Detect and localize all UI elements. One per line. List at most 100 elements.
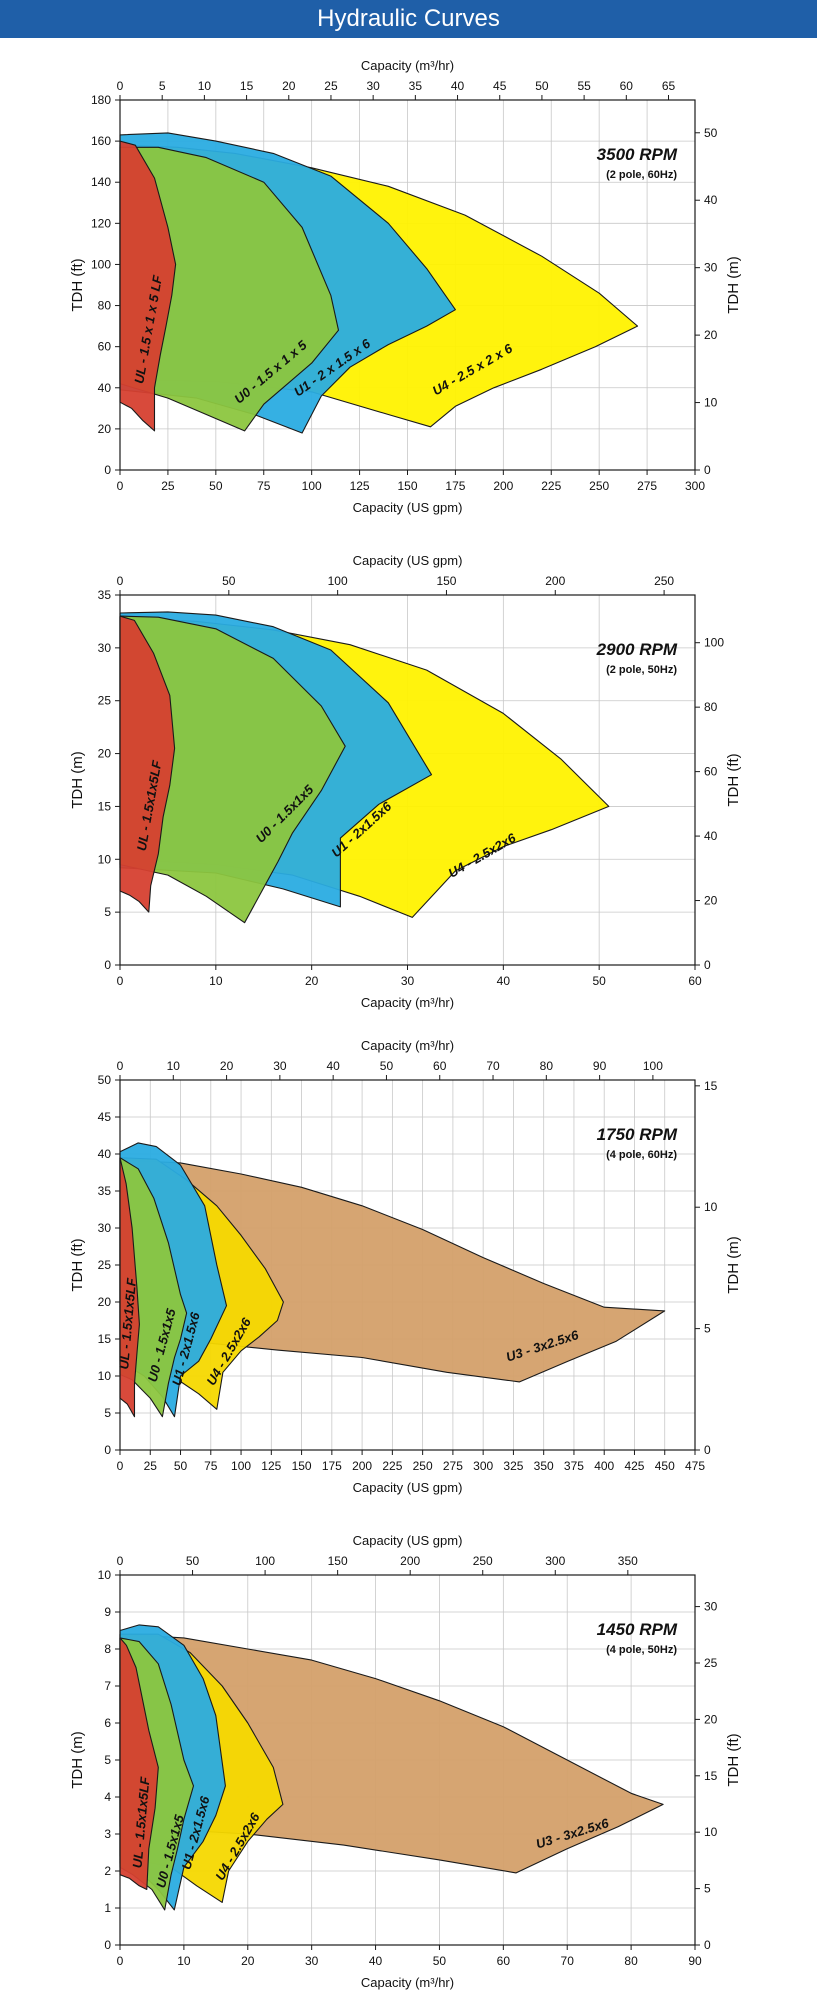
chart-title: 2900 RPM: [596, 640, 678, 659]
y-tick-label: 2: [104, 1864, 111, 1878]
y2-tick-label: 20: [704, 1712, 718, 1726]
y-tick-label: 40: [98, 381, 112, 395]
y-tick-label: 120: [91, 216, 111, 230]
x2-tick-label: 100: [643, 1059, 663, 1073]
y-tick-label: 40: [98, 1147, 112, 1161]
chart-title: 3500 RPM: [597, 145, 678, 164]
y2-tick-label: 0: [704, 958, 711, 972]
x-tick-label: 20: [305, 974, 319, 988]
x2-tick-label: 200: [545, 574, 565, 588]
x-tick-label: 275: [637, 479, 657, 493]
series-area: [119, 146, 340, 432]
y-tick-label: 100: [91, 257, 111, 271]
x-axis-label: Capacity (m³/hr): [361, 1975, 454, 1990]
y2-tick-label: 5: [704, 1322, 711, 1336]
x2-tick-label: 50: [380, 1059, 394, 1073]
x-tick-label: 150: [397, 479, 417, 493]
y-tick-label: 50: [98, 1073, 112, 1087]
y-tick-label: 0: [104, 1443, 111, 1457]
chart-subtitle: (2 pole, 50Hz): [606, 664, 677, 676]
x2-tick-label: 100: [328, 574, 348, 588]
y-tick-label: 8: [104, 1642, 111, 1656]
x2-tick-label: 0: [117, 1554, 124, 1568]
chart-title: 1750 RPM: [597, 1125, 678, 1144]
x2-tick-label: 45: [493, 79, 507, 93]
y-tick-label: 30: [98, 1221, 112, 1235]
x-tick-label: 100: [302, 479, 322, 493]
y-tick-label: 15: [98, 799, 112, 813]
x-tick-label: 300: [473, 1459, 493, 1473]
x2-tick-label: 300: [545, 1554, 565, 1568]
x-tick-label: 175: [322, 1459, 342, 1473]
x-tick-label: 0: [117, 1459, 124, 1473]
x-tick-label: 0: [117, 479, 124, 493]
y-tick-label: 160: [91, 134, 111, 148]
x-tick-label: 10: [209, 974, 223, 988]
x2-tick-label: 70: [486, 1059, 500, 1073]
series-area: [119, 615, 346, 924]
chart-1450-rpm: U3 - 3x2.5x6 U4 - 2.5x2x6 U1 - 2x1.5x6 U0 -…: [0, 1515, 817, 2005]
y2-tick-label: 80: [704, 700, 718, 714]
x-tick-label: 325: [503, 1459, 523, 1473]
y-tick-label: 20: [98, 1295, 112, 1309]
x2-axis-label: Capacity (US gpm): [353, 1533, 463, 1548]
y2-tick-label: 25: [704, 1656, 718, 1670]
series-area: [119, 615, 176, 913]
chart-title: 1450 RPM: [597, 1620, 678, 1639]
x-axis-label: Capacity (US gpm): [353, 1480, 463, 1495]
y2-tick-label: 20: [704, 328, 718, 342]
x-tick-label: 75: [204, 1459, 218, 1473]
x2-tick-label: 25: [324, 79, 338, 93]
y-tick-label: 20: [98, 422, 112, 436]
y-tick-label: 25: [98, 1258, 112, 1272]
x2-tick-label: 50: [535, 79, 549, 93]
y-tick-label: 15: [98, 1332, 112, 1346]
y-tick-label: 35: [98, 1184, 112, 1198]
y2-tick-label: 0: [704, 1938, 711, 1952]
x2-tick-label: 20: [282, 79, 296, 93]
y2-tick-label: 10: [704, 1200, 718, 1214]
x-tick-label: 450: [655, 1459, 675, 1473]
y-tick-label: 4: [104, 1790, 111, 1804]
chart-subtitle: (4 pole, 60Hz): [606, 1149, 677, 1161]
series-area: [119, 140, 177, 432]
x-tick-label: 20: [241, 1954, 255, 1968]
x-tick-label: 250: [589, 479, 609, 493]
x2-tick-label: 50: [222, 574, 236, 588]
y2-tick-label: 50: [704, 126, 718, 140]
x2-axis-label: Capacity (m³/hr): [361, 1038, 454, 1053]
y-axis-label: TDH (m): [69, 1731, 86, 1788]
x2-tick-label: 150: [436, 574, 456, 588]
x2-tick-label: 100: [255, 1554, 275, 1568]
x2-tick-label: 80: [540, 1059, 554, 1073]
x2-tick-label: 150: [328, 1554, 348, 1568]
x2-tick-label: 250: [473, 1554, 493, 1568]
y-tick-label: 7: [104, 1679, 111, 1693]
x-tick-label: 80: [624, 1954, 638, 1968]
page-title: Hydraulic Curves: [0, 0, 817, 38]
y-tick-label: 0: [104, 1938, 111, 1952]
x-tick-label: 40: [497, 974, 511, 988]
x-tick-label: 30: [401, 974, 415, 988]
x-tick-label: 475: [685, 1459, 705, 1473]
x2-tick-label: 55: [577, 79, 591, 93]
y-tick-label: 9: [104, 1605, 111, 1619]
x2-tick-label: 30: [273, 1059, 287, 1073]
y-tick-label: 35: [98, 588, 112, 602]
y-tick-label: 45: [98, 1110, 112, 1124]
x2-tick-label: 0: [117, 79, 124, 93]
x-tick-label: 0: [117, 1954, 124, 1968]
x2-tick-label: 10: [198, 79, 212, 93]
chart-3500-rpm-plot: U4 - 2.5 x 2 x 6U1 - 2 x 1.5 x 6U0 - 1.5…: [69, 58, 742, 515]
y-axis-label: TDH (m): [69, 751, 86, 808]
x-tick-label: 50: [592, 974, 606, 988]
y2-axis-label: TDH (ft): [725, 1733, 742, 1786]
y-tick-label: 60: [98, 340, 112, 354]
y-tick-label: 0: [104, 463, 111, 477]
x2-tick-label: 35: [409, 79, 423, 93]
x-tick-label: 225: [382, 1459, 402, 1473]
x-tick-label: 350: [534, 1459, 554, 1473]
x2-tick-label: 30: [366, 79, 380, 93]
